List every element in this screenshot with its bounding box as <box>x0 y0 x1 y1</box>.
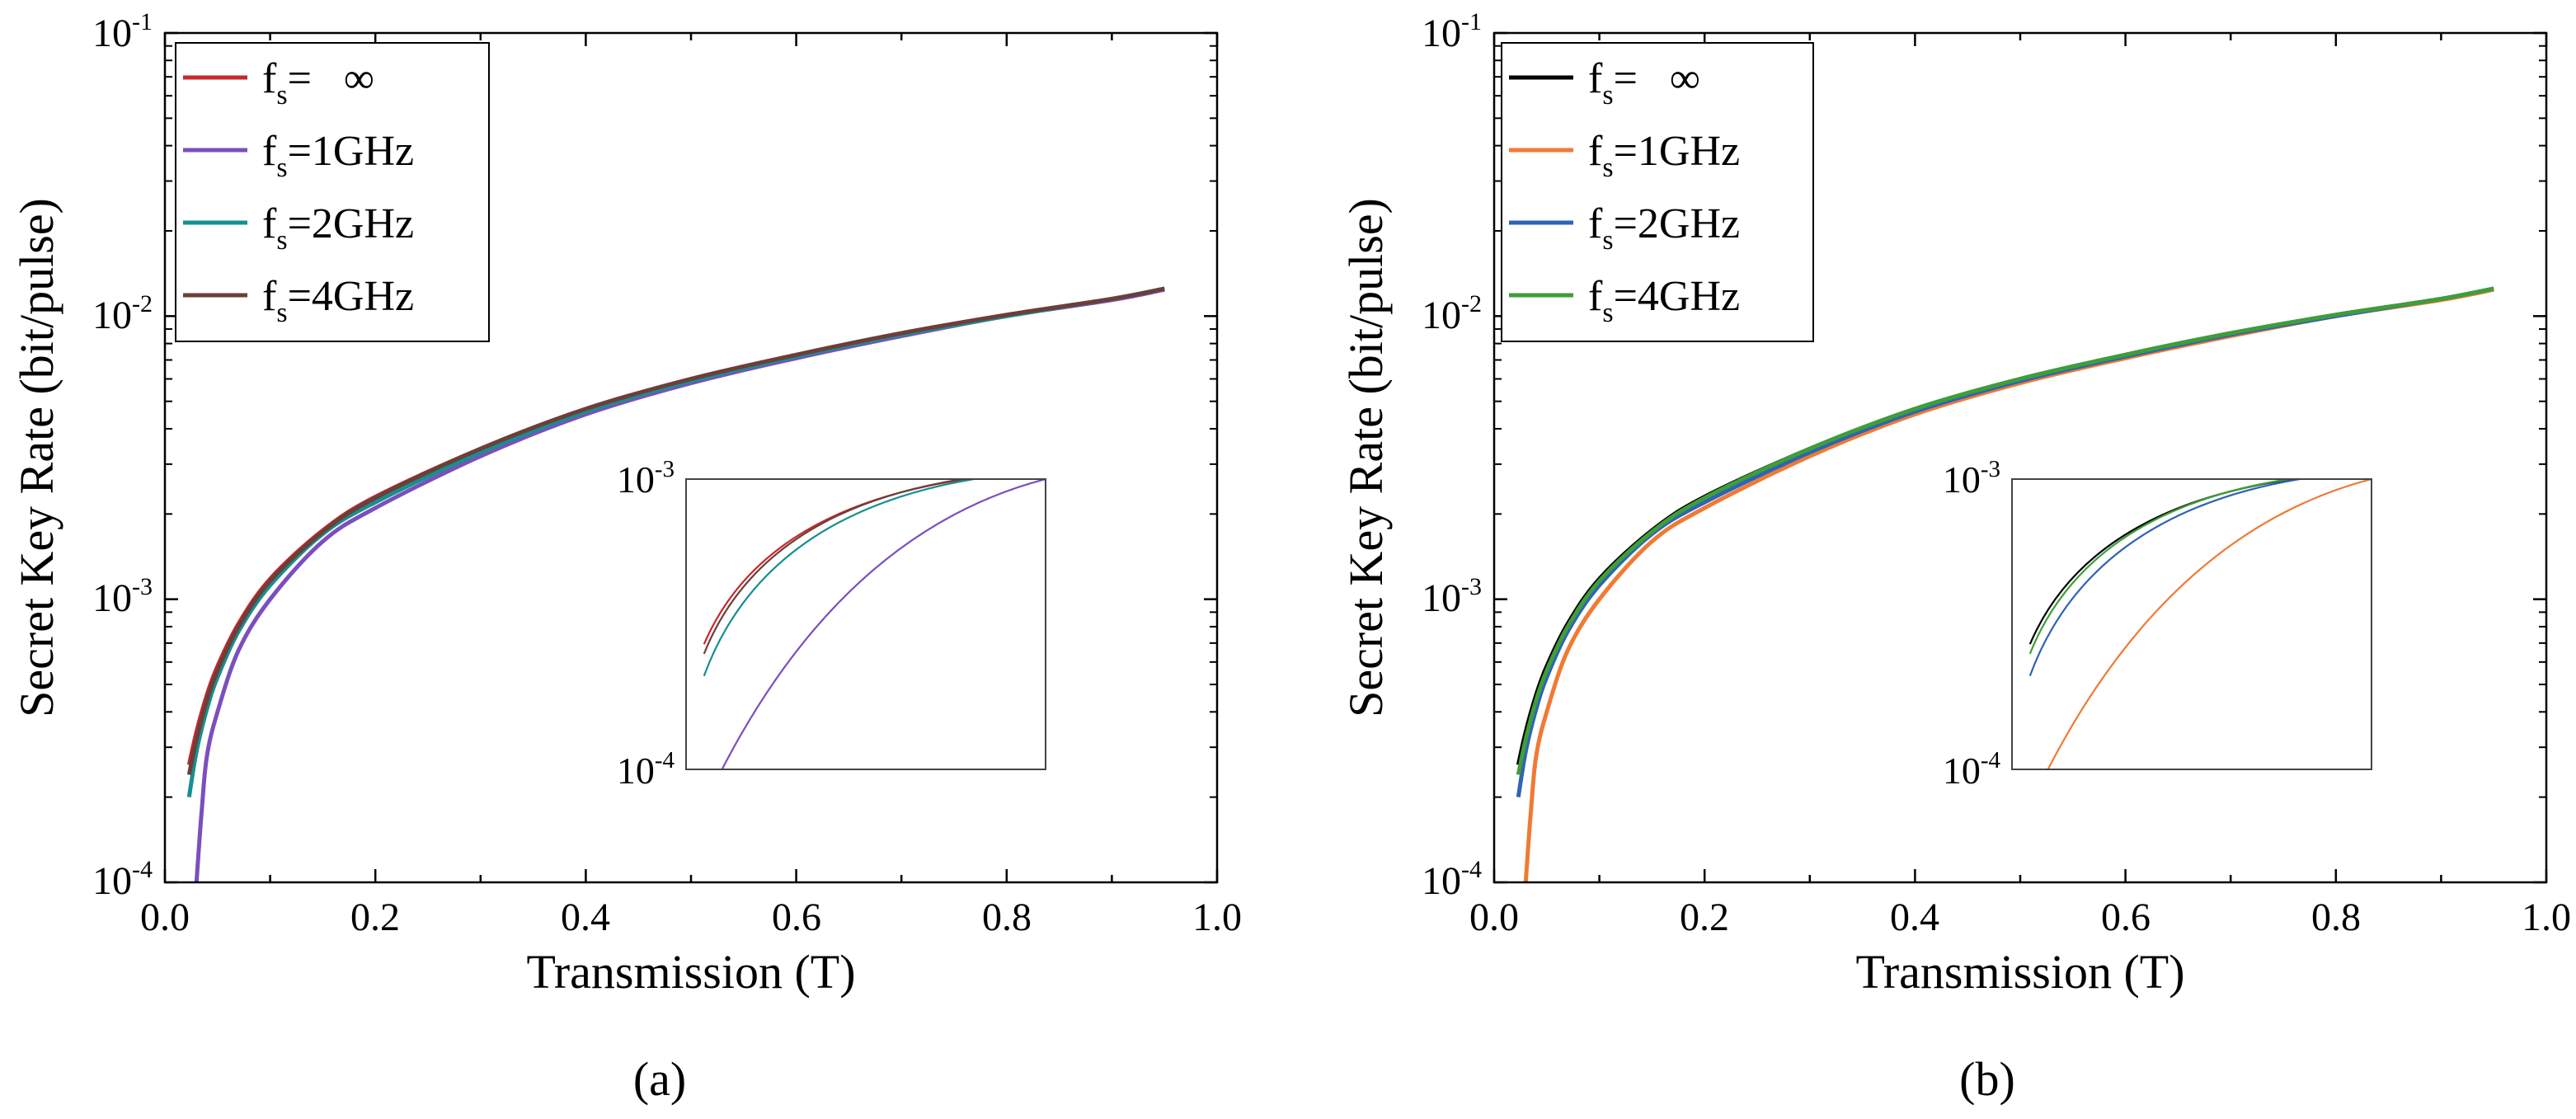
inset-b: 10-4 10-3 <box>1943 456 2372 792</box>
y-axis-label-a: Secret Key Rate (bit/pulse) <box>10 198 63 717</box>
x-tick-label-b-2: 0.4 <box>1890 896 1939 939</box>
x-tick-label-b-0: 0.0 <box>1469 896 1519 939</box>
y-tick-label-b-3: 10-1 <box>1422 8 1482 55</box>
legend-a: fs= ∞ fs=1GHz fs=2GHz fs=4GHz <box>175 42 490 342</box>
inset-clip-group-b <box>2028 479 2372 769</box>
legend-entry-a-3: fs=4GHz <box>262 273 414 328</box>
inset-y-tick-label-a-0: 10-4 <box>617 747 675 792</box>
inset-series-line-a-1 <box>703 479 963 655</box>
y-ticks-b <box>1494 31 2546 884</box>
inset-background-a <box>686 479 1046 769</box>
inset-series-line-a-2 <box>703 479 974 676</box>
inset-y-tick-label-b-1: 10-3 <box>1943 456 2000 501</box>
x-tick-label-a-4: 0.8 <box>982 896 1032 939</box>
inset-series-group-a <box>703 479 1046 769</box>
x-tick-label-b-4: 0.8 <box>2311 896 2361 939</box>
inset-y-tick-label-b-0: 10-4 <box>1943 747 2001 792</box>
x-ticks-b <box>1492 33 2548 882</box>
y-tick-label-a-1: 10-3 <box>92 573 153 620</box>
legend-entry-a-2: fs=2GHz <box>262 200 414 256</box>
legend-entry-b-3: fs=4GHz <box>1588 273 1740 328</box>
inset-frame-a <box>685 478 1046 770</box>
inset-a: 10-4 10-3 <box>617 456 1046 792</box>
x-axis-label-a: Transmission (T) <box>526 945 855 999</box>
inset-series-line-b-1 <box>2028 479 2289 655</box>
x-tick-label-a-1: 0.2 <box>350 896 400 939</box>
series-group-a <box>186 286 1165 882</box>
y-tick-label-b-0: 10-4 <box>1422 856 1482 903</box>
x-tick-label-b-3: 0.6 <box>2101 896 2151 939</box>
y-tick-label-a-3: 10-1 <box>92 8 153 55</box>
y-axis-label-b: Secret Key Rate (bit/pulse) <box>1339 198 1393 717</box>
legend-b: fs= ∞ fs=1GHz fs=2GHz fs=4GHz <box>1501 42 1814 342</box>
x-tick-label-a-0: 0.0 <box>140 896 190 939</box>
panel-label-b: (b) <box>1959 1052 2015 1106</box>
inset-series-line-b-2 <box>2028 479 2300 676</box>
series-line-a-3 <box>186 286 1165 776</box>
x-tick-label-b-1: 0.2 <box>1680 896 1729 939</box>
inset-y-tick-label-a-1: 10-3 <box>617 456 675 501</box>
plot-clip-group-b <box>1516 286 2494 882</box>
x-tick-label-a-2: 0.4 <box>561 896 610 939</box>
y-tick-label-a-2: 10-2 <box>92 290 153 337</box>
x-axis-label-b: Transmission (T) <box>1855 945 2184 999</box>
legend-entry-a-0: fs= ∞ <box>262 55 374 110</box>
inset-clip-group-a <box>703 479 1046 769</box>
panel-label-a: (a) <box>633 1052 686 1106</box>
x-tick-label-b-5: 1.0 <box>2522 896 2571 939</box>
chart-panel-b: 10-4 10-3 10-2 10-1 0.0 0.2 0.4 0.6 0.8 … <box>1339 8 2571 1106</box>
chart-panel-a: 10-4 10-3 10-2 10-1 0.0 0.2 0.4 0.6 0.8 … <box>10 8 1242 1106</box>
legend-frame-a <box>175 42 490 342</box>
inset-series-line-a-3 <box>721 479 1046 769</box>
legend-frame-b <box>1501 42 1814 342</box>
x-tick-label-a-5: 1.0 <box>1192 896 1242 939</box>
inset-series-line-b-3 <box>2047 479 2372 769</box>
y-ticks-a <box>165 31 1217 884</box>
inset-frame-b <box>2011 478 2372 770</box>
x-tick-label-a-3: 0.6 <box>772 896 821 939</box>
legend-entry-a-1: fs=1GHz <box>262 128 414 183</box>
inset-series-group-b <box>2028 479 2372 769</box>
y-tick-label-a-0: 10-4 <box>92 856 153 903</box>
legend-entry-b-0: fs= ∞ <box>1588 55 1700 110</box>
legend-entry-b-1: fs=1GHz <box>1588 128 1740 183</box>
inset-background-b <box>2012 479 2372 769</box>
y-tick-label-b-1: 10-3 <box>1422 573 1482 620</box>
series-line-b-3 <box>1516 286 2494 776</box>
legend-entry-b-2: fs=2GHz <box>1588 200 1740 256</box>
series-group-b <box>1516 286 2494 882</box>
y-tick-label-b-2: 10-2 <box>1422 290 1482 337</box>
plot-clip-group-a <box>186 286 1165 882</box>
